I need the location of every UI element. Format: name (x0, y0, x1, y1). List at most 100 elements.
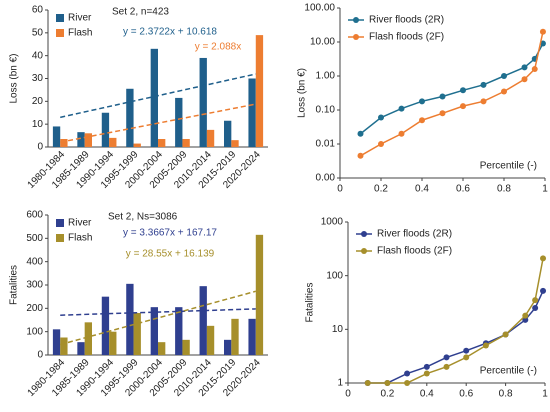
legend-marker (353, 34, 359, 40)
y-axis-label: Fatalities (9, 265, 20, 305)
point (531, 66, 538, 73)
bar (182, 139, 190, 147)
x-tick-label: 0.2 (374, 184, 388, 195)
x-tick-label: 1 (542, 184, 548, 195)
bar (224, 339, 232, 355)
point (439, 93, 446, 100)
point (378, 141, 384, 147)
point (404, 370, 411, 377)
y-tick-label: 10.00 (310, 37, 335, 48)
point (419, 98, 425, 105)
bar (255, 35, 264, 147)
bar (182, 339, 190, 355)
legend-label: Flash (68, 28, 92, 39)
bar (84, 322, 92, 355)
y-tick-label: 50 (32, 27, 44, 38)
trendline (60, 290, 256, 346)
legend-marker (353, 17, 359, 23)
bar (158, 139, 166, 147)
bar (133, 143, 141, 147)
y-axis-label: Loss (bn €) (297, 68, 308, 118)
bar (133, 313, 141, 355)
point (540, 287, 547, 294)
bar (77, 342, 85, 355)
x-tick-label: 0 (345, 389, 351, 400)
legend-label: River floods (2R) (377, 229, 452, 240)
trendline (60, 103, 256, 143)
y-tick-label: 100 (326, 270, 343, 281)
bar (206, 325, 215, 355)
chart-title: Set 2, Ns=3086 (108, 212, 178, 223)
point (419, 117, 425, 124)
x-tick-label: 0.2 (380, 389, 394, 400)
point (443, 363, 450, 370)
point (522, 316, 529, 323)
legend-swatch (56, 219, 64, 227)
y-tick-label: 1.00 (316, 71, 336, 82)
y-tick-label: 10 (332, 324, 344, 335)
point (364, 380, 371, 386)
y-tick-label: 0.10 (316, 105, 336, 116)
legend-label: River floods (2R) (369, 15, 444, 26)
point (404, 380, 411, 386)
point (521, 76, 528, 83)
x-tick-label: 0.6 (459, 389, 473, 400)
legend-marker (361, 231, 367, 237)
y-tick-label: 20 (32, 96, 44, 107)
point (539, 28, 546, 35)
legend-label: River (68, 218, 92, 229)
point (398, 105, 405, 112)
bar (150, 48, 158, 147)
point (532, 304, 539, 311)
legend-swatch (56, 29, 64, 37)
point (460, 87, 466, 94)
bar (199, 286, 207, 355)
point (357, 152, 364, 159)
y-tick-label: 1 (337, 378, 343, 389)
bar (231, 318, 239, 355)
bar (231, 140, 239, 147)
point (480, 98, 487, 105)
y-tick-label: 0 (37, 142, 43, 153)
point (522, 312, 529, 319)
trendline-label: y = 3.3667x + 167.17 (123, 228, 217, 239)
legend-label: Flash floods (2F) (377, 246, 452, 257)
point (540, 255, 547, 262)
y-tick-label: 200 (26, 303, 43, 314)
legend-marker (361, 248, 367, 254)
y-tick-label: 0.00 (316, 173, 336, 184)
bar (199, 57, 207, 148)
legend-label: Flash (68, 233, 92, 244)
point (463, 354, 470, 361)
bar (158, 342, 166, 355)
bar (255, 234, 264, 355)
bar (126, 88, 134, 147)
y-tick-label: 0.01 (316, 139, 336, 150)
y-tick-label: 60 (32, 5, 44, 16)
x-tick-label: 0.8 (497, 184, 511, 195)
bar (248, 318, 256, 355)
bar (77, 132, 85, 147)
point (378, 114, 384, 121)
point (439, 110, 446, 117)
x-tick-label: 0.4 (420, 389, 434, 400)
bar (52, 329, 61, 355)
x-axis-label: Percentile (-) (480, 161, 537, 172)
bar (60, 337, 68, 355)
point (443, 354, 450, 361)
y-tick-label: 500 (26, 233, 43, 244)
x-tick-label: 1 (542, 389, 548, 400)
bar (248, 78, 256, 147)
bar (60, 139, 68, 147)
x-tick-label: 0.6 (456, 184, 470, 195)
point (398, 130, 405, 137)
point (532, 297, 539, 304)
bar (84, 133, 92, 147)
trendline-label: y = 2.088x (195, 42, 241, 53)
y-tick-label: 30 (32, 73, 44, 84)
point (423, 363, 430, 370)
x-tick-label: 0.4 (415, 184, 429, 195)
bar (175, 307, 183, 355)
legend-swatch (56, 234, 64, 242)
